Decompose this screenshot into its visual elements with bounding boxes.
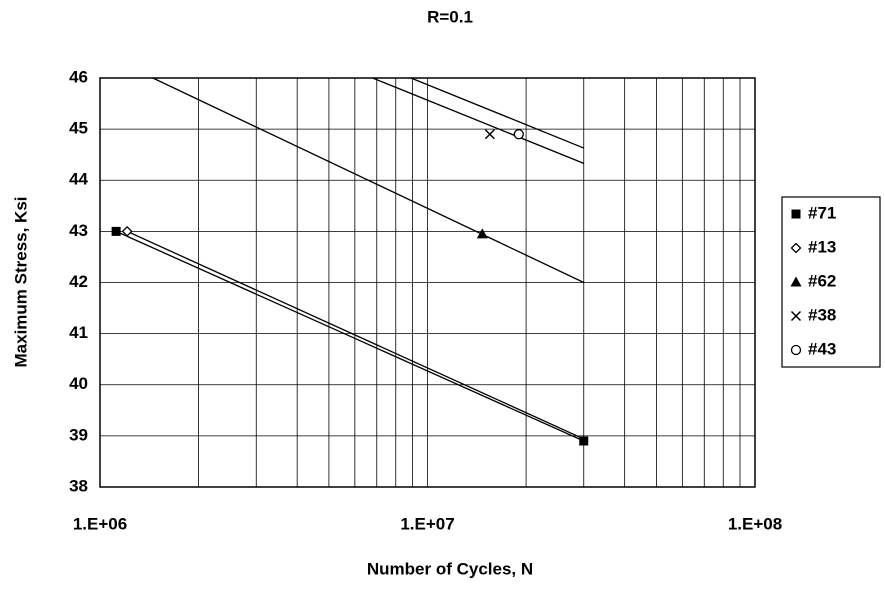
y-tick-label: 46 — [69, 67, 88, 86]
legend-marker — [790, 242, 802, 254]
trend-line — [126, 230, 585, 440]
trend-line — [410, 77, 585, 149]
data-point — [513, 129, 524, 140]
legend-marker — [790, 344, 802, 356]
y-tick-label: 39 — [69, 425, 88, 444]
y-tick-label: 40 — [69, 374, 88, 393]
data-point — [111, 226, 121, 236]
legend-marker — [790, 276, 802, 287]
legend-label: #38 — [808, 305, 836, 324]
legend-marker — [790, 310, 802, 322]
y-tick-label: 42 — [69, 272, 88, 291]
y-axis-label: Maximum Stress, Ksi — [11, 196, 30, 367]
data-point — [484, 129, 495, 140]
legend-label: #71 — [808, 203, 836, 222]
trend-line — [372, 77, 585, 164]
y-tick-label: 41 — [69, 323, 88, 342]
y-tick-label: 43 — [69, 221, 88, 240]
x-tick-label: 1.E+06 — [73, 514, 127, 533]
y-tick-label: 45 — [69, 119, 88, 138]
x-axis-label: Number of Cycles, N — [367, 559, 533, 578]
chart-title: R=0.1 — [427, 7, 473, 26]
x-tick-label: 1.E+07 — [400, 514, 454, 533]
legend-label: #43 — [808, 339, 836, 358]
plot-border — [99, 77, 756, 488]
legend-marker — [791, 209, 801, 219]
y-tick-label: 38 — [69, 476, 88, 495]
data-point — [476, 228, 488, 239]
data-point — [121, 225, 133, 237]
x-tick-label: 1.E+08 — [728, 514, 782, 533]
trend-line — [115, 230, 585, 442]
y-tick-label: 44 — [69, 170, 88, 189]
data-point — [579, 436, 589, 446]
trend-line — [152, 77, 585, 284]
legend-label: #62 — [808, 271, 836, 290]
legend-label: #13 — [808, 237, 836, 256]
